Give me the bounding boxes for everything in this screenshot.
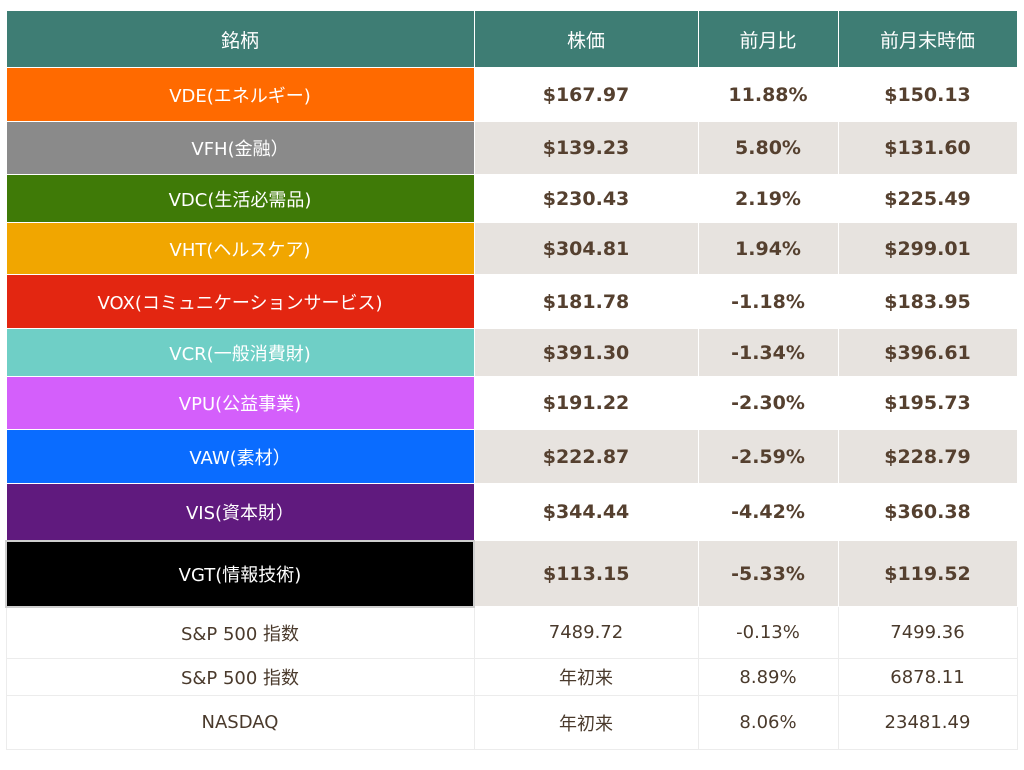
header-change: 前月比 bbox=[697, 10, 839, 68]
index-change: 8.06% bbox=[697, 695, 839, 750]
sector-price: $304.81 bbox=[473, 222, 699, 275]
sector-price: $391.30 bbox=[473, 328, 699, 377]
index-prev: 7499.36 bbox=[837, 606, 1018, 659]
table-row: VGT(情報技術) $113.15 -5.33% $119.52 bbox=[5, 539, 1018, 608]
sector-name: VFH(金融） bbox=[5, 121, 475, 175]
sector-prev: $119.52 bbox=[837, 540, 1018, 607]
sector-prev: $396.61 bbox=[837, 328, 1018, 377]
sector-prev: $183.95 bbox=[837, 274, 1018, 329]
table-row: VIS(資本財） $344.44 -4.42% $360.38 bbox=[5, 483, 1018, 541]
sector-change: 2.19% bbox=[697, 174, 839, 223]
index-name: S&P 500 指数 bbox=[5, 658, 475, 696]
sector-change: 11.88% bbox=[697, 67, 839, 122]
index-prev: 6878.11 bbox=[837, 658, 1018, 696]
sector-name: VHT(ヘルスケア) bbox=[5, 222, 475, 275]
table-row: VDC(生活必需品) $230.43 2.19% $225.49 bbox=[5, 174, 1018, 223]
index-change: -0.13% bbox=[697, 606, 839, 659]
sector-change: -5.33% bbox=[697, 540, 839, 607]
index-prev: 23481.49 bbox=[837, 695, 1018, 750]
sector-price: $139.23 bbox=[473, 121, 699, 175]
sector-price: $167.97 bbox=[473, 67, 699, 122]
header-price: 株価 bbox=[473, 10, 699, 68]
sector-prev: $360.38 bbox=[837, 483, 1018, 541]
sector-name: VDC(生活必需品) bbox=[5, 174, 475, 223]
index-price: 7489.72 bbox=[473, 606, 699, 659]
sector-name: VIS(資本財） bbox=[5, 483, 475, 541]
table-row: VCR(一般消費財) $391.30 -1.34% $396.61 bbox=[5, 328, 1018, 377]
sector-change: -2.59% bbox=[697, 429, 839, 484]
sector-price: $191.22 bbox=[473, 376, 699, 430]
sector-change: -4.42% bbox=[697, 483, 839, 541]
sector-price: $222.87 bbox=[473, 429, 699, 484]
table-header-row: 銘柄 株価 前月比 前月末時価 bbox=[5, 10, 1018, 68]
table-row: VHT(ヘルスケア) $304.81 1.94% $299.01 bbox=[5, 222, 1018, 275]
sector-change: 5.80% bbox=[697, 121, 839, 175]
sector-price: $230.43 bbox=[473, 174, 699, 223]
index-price: 年初来 bbox=[473, 695, 699, 750]
sector-price: $344.44 bbox=[473, 483, 699, 541]
sector-prev: $225.49 bbox=[837, 174, 1018, 223]
header-prev: 前月末時価 bbox=[837, 10, 1018, 68]
index-name: NASDAQ bbox=[5, 695, 475, 750]
sector-prev: $228.79 bbox=[837, 429, 1018, 484]
sector-name: VOX(コミュニケーションサービス) bbox=[5, 274, 475, 329]
sector-name: VAW(素材） bbox=[5, 429, 475, 484]
sector-change: -1.34% bbox=[697, 328, 839, 377]
table-row: VOX(コミュニケーションサービス) $181.78 -1.18% $183.9… bbox=[5, 274, 1018, 329]
table-row: VDE(エネルギー) $167.97 11.88% $150.13 bbox=[5, 67, 1018, 122]
sector-name: VDE(エネルギー) bbox=[5, 67, 475, 122]
sector-change: -2.30% bbox=[697, 376, 839, 430]
index-price: 年初来 bbox=[473, 658, 699, 696]
sector-change: -1.18% bbox=[697, 274, 839, 329]
index-row: S&P 500 指数 年初来 8.89% 6878.11 bbox=[5, 658, 1018, 696]
sector-change: 1.94% bbox=[697, 222, 839, 275]
table-row: VPU(公益事業) $191.22 -2.30% $195.73 bbox=[5, 376, 1018, 430]
sector-name: VPU(公益事業) bbox=[5, 376, 475, 430]
sector-performance-table: 銘柄 株価 前月比 前月末時価 VDE(エネルギー) $167.97 11.88… bbox=[5, 10, 1018, 750]
table-row: VFH(金融） $139.23 5.80% $131.60 bbox=[5, 121, 1018, 175]
sector-name: VCR(一般消費財) bbox=[5, 328, 475, 377]
index-name: S&P 500 指数 bbox=[5, 606, 475, 659]
sector-prev: $131.60 bbox=[837, 121, 1018, 175]
header-name: 銘柄 bbox=[5, 10, 475, 68]
sector-prev: $195.73 bbox=[837, 376, 1018, 430]
sector-price: $113.15 bbox=[473, 540, 699, 607]
sector-name: VGT(情報技術) bbox=[5, 539, 475, 608]
table-row: VAW(素材） $222.87 -2.59% $228.79 bbox=[5, 429, 1018, 484]
index-change: 8.89% bbox=[697, 658, 839, 696]
sector-price: $181.78 bbox=[473, 274, 699, 329]
sector-prev: $150.13 bbox=[837, 67, 1018, 122]
index-row: NASDAQ 年初来 8.06% 23481.49 bbox=[5, 695, 1018, 750]
sector-prev: $299.01 bbox=[837, 222, 1018, 275]
index-row: S&P 500 指数 7489.72 -0.13% 7499.36 bbox=[5, 606, 1018, 659]
